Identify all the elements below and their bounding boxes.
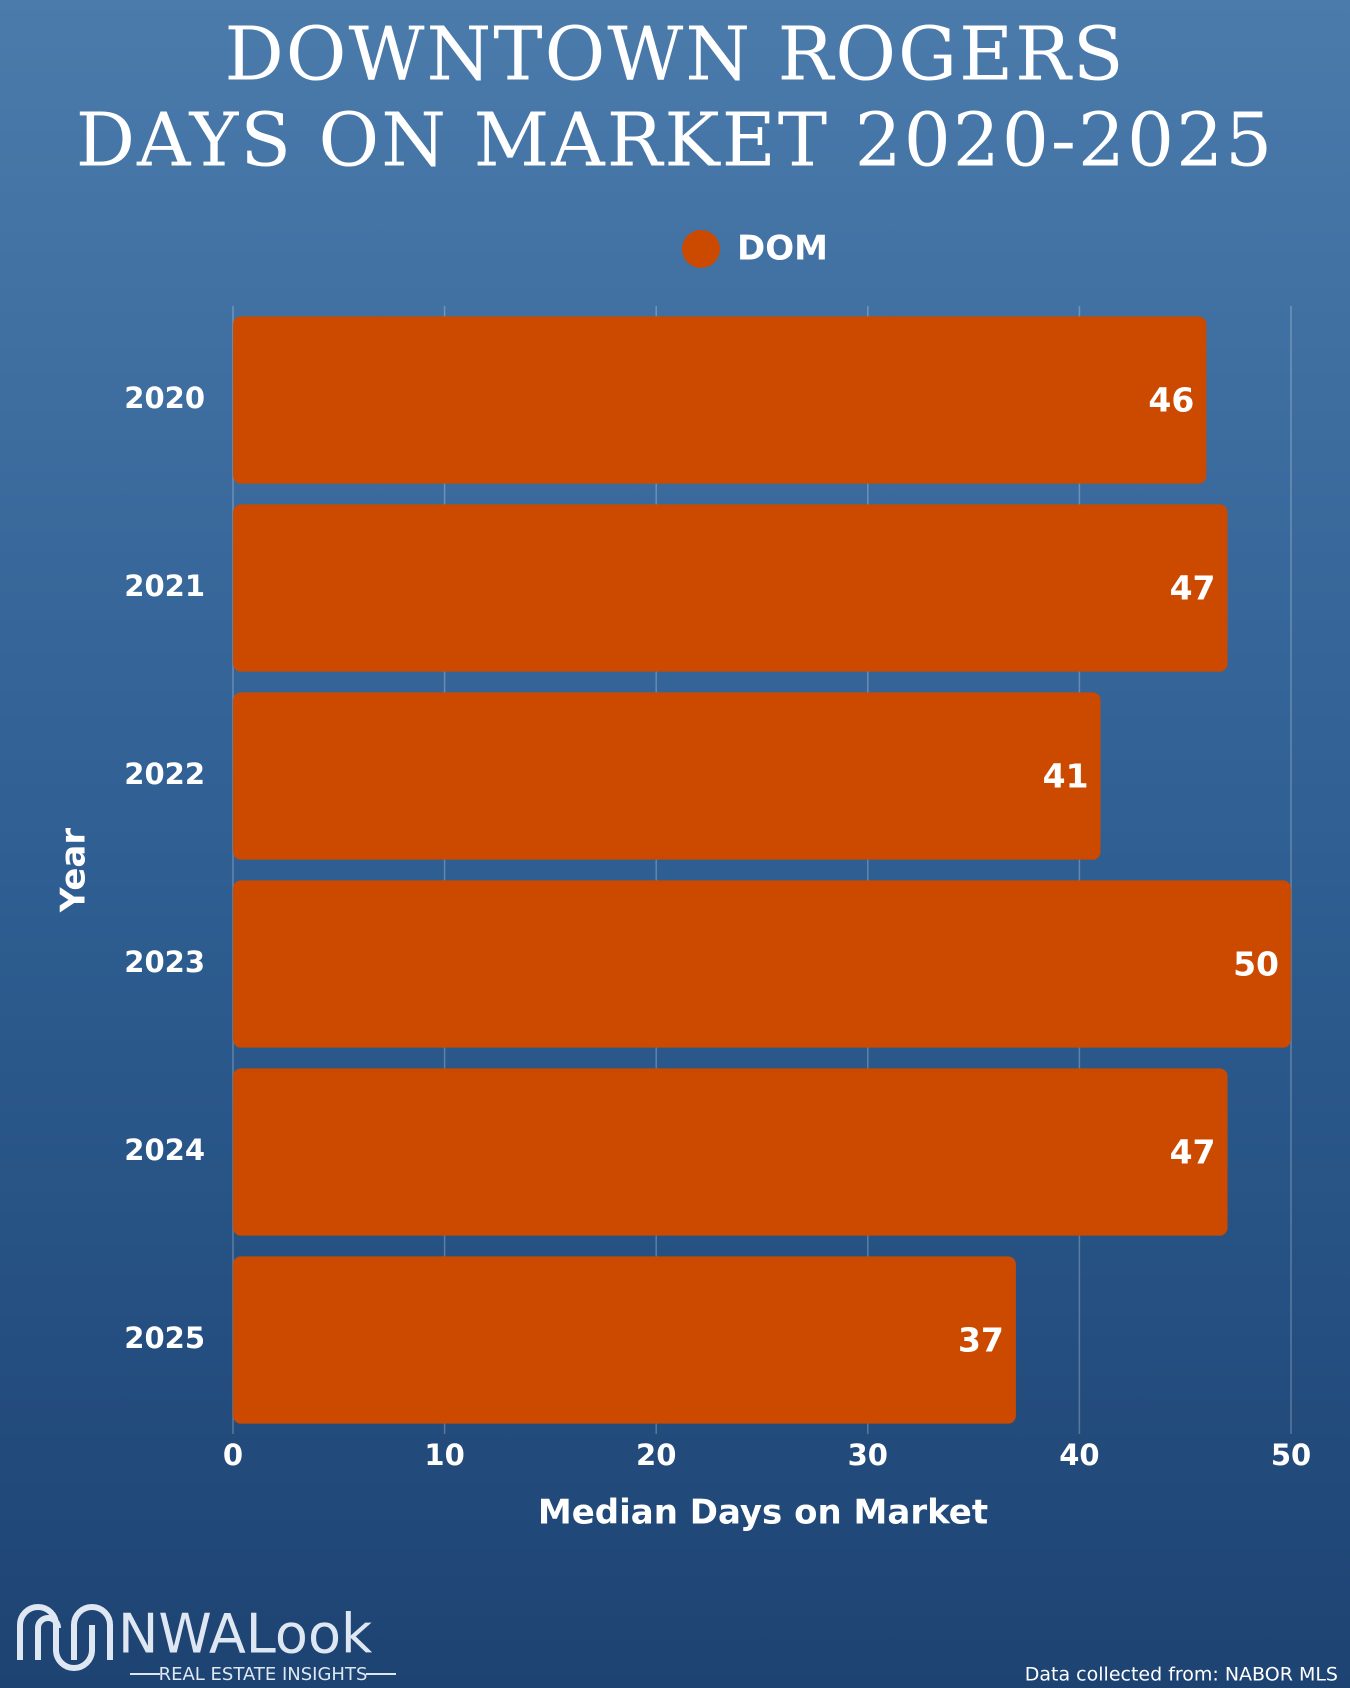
x-tick-label: 50 [1271,1438,1311,1472]
x-tick-label: 20 [636,1438,676,1472]
value-label: 46 [1148,381,1194,420]
chart-subtitle: DAYS ON MARKET 2020-2025 [76,97,1275,183]
x-tick-label: 0 [223,1438,243,1472]
source-note: Data collected from: NABOR MLS [1025,1664,1338,1686]
bar [233,1256,1016,1424]
y-tick-label: 2023 [124,945,205,979]
value-label: 41 [1043,757,1089,796]
x-axis-label: Median Days on Market [538,1493,988,1533]
y-tick-label: 2022 [124,757,205,791]
x-tick-label: 30 [848,1438,888,1472]
y-tick-label: 2025 [124,1321,205,1355]
value-label: 47 [1170,1133,1216,1172]
value-label: 47 [1170,569,1216,608]
bar [233,504,1228,672]
value-label: 37 [958,1321,1004,1360]
y-tick-label: 2021 [124,569,205,603]
x-tick-label: 40 [1059,1438,1099,1472]
x-tick-label: 10 [424,1438,464,1472]
logo-tagline: REAL ESTATE INSIGHTS [159,1664,368,1685]
bar [233,1068,1228,1236]
logo: NWALook REAL ESTATE INSIGHTS [17,1603,396,1685]
legend-swatch [682,230,720,268]
y-tick-label: 2024 [124,1133,205,1167]
y-tick-label: 2020 [124,381,205,415]
value-label: 50 [1233,945,1279,984]
bar [233,316,1207,484]
chart-title: DOWNTOWN ROGERS [224,11,1125,97]
y-axis-label: Year [54,828,94,914]
logo-text: NWALook [118,1603,373,1666]
logo-icon [17,1604,113,1671]
bar [233,880,1291,1048]
bar [233,692,1101,860]
legend-label: DOM [737,229,828,269]
